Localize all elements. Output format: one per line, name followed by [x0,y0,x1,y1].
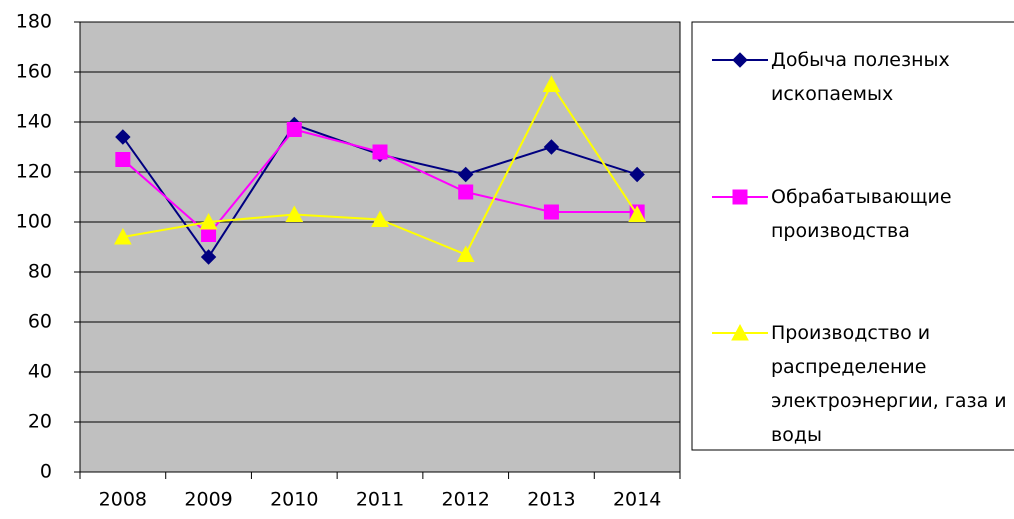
legend-marker [732,189,748,205]
x-tick-label: 2010 [270,489,318,511]
legend-marker [731,323,749,341]
data-point [542,75,561,92]
y-tick-label: 60 [28,311,52,333]
x-tick-label: 2011 [356,489,404,511]
y-tick-label: 140 [16,111,52,133]
data-point [543,204,559,220]
x-tick-label: 2012 [442,489,490,511]
y-tick-label: 100 [16,211,52,233]
data-point [115,129,131,145]
data-point [629,166,645,183]
y-tick-label: 160 [16,61,52,83]
x-tick-label: 2008 [99,489,147,511]
data-point [372,144,388,160]
y-tick-label: 20 [28,411,52,433]
data-point [458,166,474,183]
y-tick-label: 120 [16,161,52,183]
plot-area [80,22,680,472]
plot-border [79,21,681,473]
data-point [543,139,560,155]
legend-label: Обрабатывающие производства [771,186,952,242]
data-point [371,210,389,227]
x-tick-label: 2009 [184,489,232,511]
data-point [200,249,217,265]
data-point [628,205,646,222]
legend-label: Добыча полезных ископаемых [771,49,950,105]
series [114,75,646,262]
data-point [115,152,131,167]
series [115,122,645,242]
data-point [285,205,304,222]
y-tick-label: 40 [28,361,52,383]
data-point [114,227,132,245]
data-point [458,184,474,200]
data-point [201,227,217,242]
x-tick-label: 2014 [613,489,661,511]
legend-marker [732,52,748,68]
y-tick-label: 80 [28,261,52,283]
legend-label: Производство и распределение электроэнер… [771,322,1007,446]
x-tick-label: 2013 [527,489,575,511]
y-tick-label: 180 [16,11,52,33]
data-point [456,245,475,262]
data-point [286,122,302,137]
y-tick-label: 0 [40,461,52,483]
legend-box [691,21,1014,451]
data-point [199,212,218,230]
